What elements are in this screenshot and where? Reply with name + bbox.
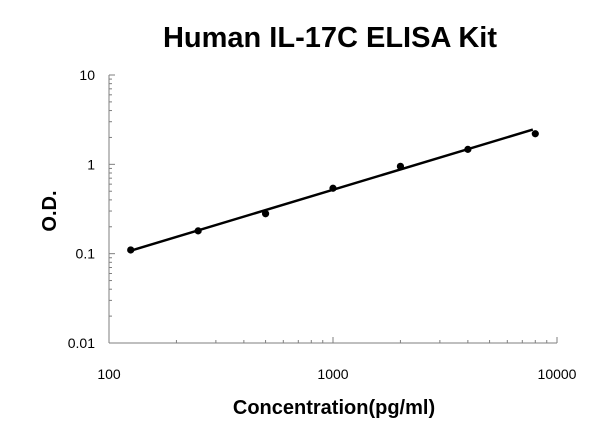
- data-point: [329, 184, 337, 192]
- x-tick-label: 10000: [538, 366, 577, 382]
- y-tick-label: 0.01: [68, 335, 95, 351]
- chart-title: Human IL-17C ELISA Kit: [162, 22, 498, 54]
- data-point: [396, 162, 405, 170]
- x-tick-label: 100: [97, 366, 121, 382]
- y-tick-label: 10: [79, 67, 95, 83]
- axes: [108, 75, 557, 344]
- data-point: [464, 145, 472, 153]
- x-tick-label: 1000: [317, 366, 348, 382]
- data-point: [531, 130, 539, 138]
- y-tick-label: 1: [87, 156, 95, 172]
- x-axis-title: Concentration(pg/ml): [233, 397, 435, 419]
- data-point: [194, 227, 202, 235]
- data-points: [127, 130, 539, 254]
- y-tick-label: 0.1: [76, 246, 96, 262]
- y-axis-title: O.D.: [39, 190, 61, 231]
- data-point: [127, 246, 135, 254]
- ticks: [108, 74, 558, 344]
- data-point: [261, 210, 270, 218]
